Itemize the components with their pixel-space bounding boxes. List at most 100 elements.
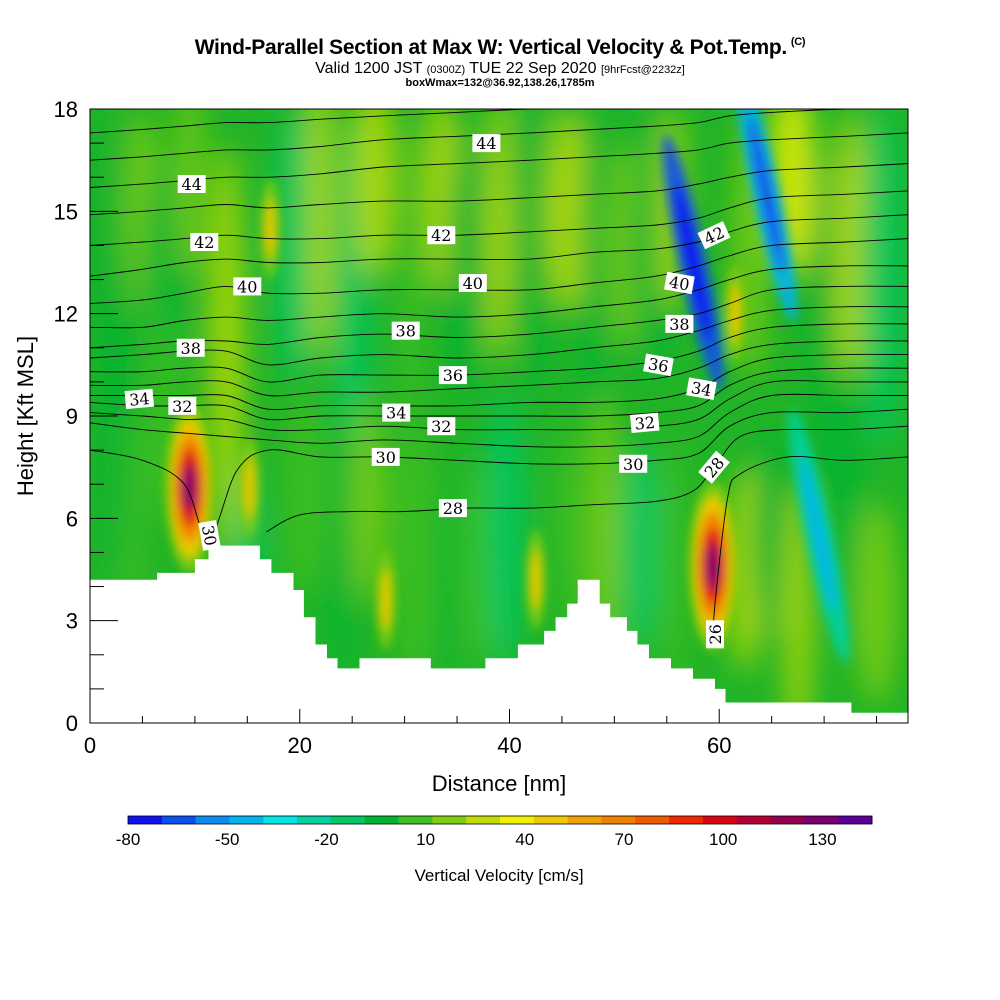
contour-label-text: 30 [198,524,220,547]
y-tick-label: 18 [54,97,78,122]
contour-label-text: 36 [647,354,670,376]
colorbar-tick-label: -20 [314,830,339,849]
updraft-core [706,542,720,590]
contour-label-box [382,403,411,422]
theta-contour-46 [90,109,699,134]
colorbar-frame [127,815,873,825]
colorbar-swatch [702,816,738,824]
contour-label-text: 38 [669,315,689,334]
colorbar-tick-label: 10 [416,830,435,849]
chart-title: Wind-Parallel Section at Max W: Vertical… [0,36,1000,60]
field-streak [396,109,423,450]
theta-contour-31 [90,393,908,448]
field-streak [580,109,607,433]
contour-label-text: 30 [376,448,396,467]
contour-label-box [706,620,724,649]
x-tick-label: 0 [84,733,96,758]
theta-contour-43 [90,163,908,216]
field-streak [486,109,512,365]
field-streak [659,430,686,703]
theta-contour-39 [90,265,908,329]
colorbar-swatch [736,816,772,824]
colorbar-tick-label: -80 [116,830,141,849]
contour-label-text: 44 [476,134,496,153]
contour-label-box [190,233,219,251]
contour-label-text: 30 [623,455,643,474]
contour-label-box [697,221,731,250]
x-tick-label: 40 [497,733,521,758]
contour-label-box [168,396,197,415]
contour-label-text: 28 [443,499,463,518]
field-streak [833,109,868,382]
contour-label-box [198,520,221,551]
y-tick-label: 0 [66,711,78,736]
contour-label: 32 [630,412,660,434]
colorbar-swatch [330,816,366,824]
contour-label-box [686,377,717,400]
y-tick-label: 3 [66,609,78,634]
field-streak [394,416,437,689]
colorbar-swatch [398,816,433,824]
field-streak [811,143,838,484]
contour-label-box [427,226,456,245]
forecast-info: [9hrFcst@2232z] [600,64,685,76]
theta-contour-44 [90,132,908,188]
contour-label-text: 40 [668,272,691,294]
valid-date: TUE 22 Sep 2020 [469,60,597,77]
field-streak [546,109,589,314]
contour-label: 26 [706,620,725,649]
contour-label-text: 44 [182,175,202,194]
downdraft-core-inner [800,457,837,614]
field-streak [103,314,130,587]
contour-label-text: 36 [443,366,463,385]
contour-label: 42 [190,233,219,252]
contour-label-text: 40 [237,277,257,296]
field-streak [283,389,326,594]
colorbar-swatch [364,816,400,824]
contour-label-text: 32 [172,397,192,416]
contour-label: 28 [438,499,467,518]
contour-label: 38 [665,314,694,334]
field-streak [433,477,460,682]
colorbar-tick-label: 70 [615,830,634,849]
theta-contour-33 [90,367,908,421]
colorbar-swatch [229,816,264,824]
theta-contour-34 [90,353,908,411]
contour-label: 34 [382,403,411,423]
contour-label: 30 [198,520,221,551]
theta-contour-40 [90,238,908,304]
valid-time-line: Valid 1200 JST (0300Z) TUE 22 Sep 2020 [… [0,60,1000,78]
theta-contour-35 [90,340,908,397]
x-tick-label: 60 [707,733,731,758]
copyright-mark: (C) [790,36,806,48]
theta-contour-37 [90,306,908,366]
contour-label-text: 34 [386,404,406,423]
colorbar-swatch [770,816,805,824]
terrain-mask [90,545,908,723]
contour-label-box [698,450,730,484]
theta-contour-38 [90,285,908,349]
y-tick-label: 9 [66,404,78,429]
contour-label: 32 [168,396,197,416]
updraft-core [530,549,542,610]
chart-title-text: Wind-Parallel Section at Max W: Vertical… [194,36,788,59]
contour-label-box [391,321,420,340]
colorbar-swatch [669,816,704,824]
x-tick-label: 20 [288,733,312,758]
colorbar-tick-label: 40 [515,830,534,849]
x-axis-label: Distance [nm] [432,771,567,796]
updraft-core [183,464,197,511]
contour-label: 40 [458,274,487,293]
contour-label-text: 32 [634,413,656,434]
contour-label-box [177,175,206,193]
contour-label-box [643,353,674,377]
contour-label: 30 [371,447,400,467]
updraft-core [380,570,392,631]
contour-label: 42 [427,226,456,245]
contour-label-text: 32 [431,417,451,436]
contour-label-box [438,366,467,385]
